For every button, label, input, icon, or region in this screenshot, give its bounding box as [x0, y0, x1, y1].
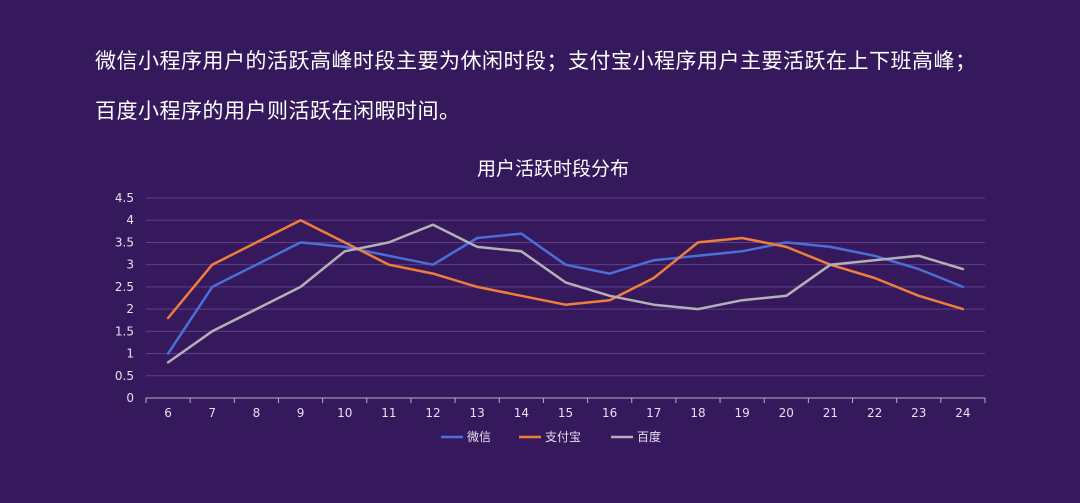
x-axis: 6 7 8 9 10 11 12 13 14 15 16 17 18 19 20 21 22 23 24: [145, 397, 986, 420]
x-tick-label: 15: [558, 406, 573, 420]
y-tick-label: 0.5: [115, 369, 134, 383]
headline-line-2: 百度小程序的用户则活跃在闲暇时间。: [95, 99, 461, 123]
x-tick-label: 8: [253, 406, 261, 420]
series-lines: [166, 218, 965, 364]
legend-label: 支付宝: [545, 430, 581, 444]
headline-line-1: 微信小程序用户的活跃高峰时段主要为休闲时段；支付宝小程序用户主要活跃在上下班高峰…: [95, 49, 977, 73]
x-tick-label: 20: [779, 406, 794, 420]
grid-lines: [146, 197, 985, 377]
chart-title: 用户活跃时段分布: [476, 158, 629, 180]
y-axis-ticks: 0 0.5 1 1.5 2 2.5 3 3.5 4 4.5: [115, 191, 134, 405]
legend: 微信 支付宝 百度: [441, 429, 661, 444]
x-tick-label: 24: [955, 406, 970, 420]
legend-item-1: 支付宝: [519, 430, 581, 444]
x-tick-label: 11: [381, 406, 396, 420]
y-tick-label: 4.5: [115, 191, 134, 205]
x-tick-label: 12: [425, 406, 440, 420]
series-line-2: [166, 223, 965, 364]
y-tick-label: 1.5: [115, 324, 134, 338]
x-tick-label: 19: [734, 406, 749, 420]
x-tick-label: 21: [823, 406, 838, 420]
legend-item-2: 百度: [611, 429, 661, 444]
legend-label: 百度: [637, 429, 661, 444]
legend-label: 微信: [467, 430, 491, 444]
x-tick-label: 13: [470, 406, 485, 420]
y-tick-label: 4: [126, 213, 134, 227]
y-tick-label: 3: [126, 258, 134, 272]
headline: 微信小程序用户的活跃高峰时段主要为休闲时段；支付宝小程序用户主要活跃在上下班高峰…: [95, 36, 1055, 136]
legend-item-0: 微信: [441, 430, 491, 444]
x-tick-label: 14: [514, 406, 529, 420]
x-tick-label: 9: [297, 406, 305, 420]
x-tick-label: 22: [867, 406, 882, 420]
x-tick-label: 10: [337, 406, 352, 420]
series-line-0: [166, 232, 965, 355]
y-tick-label: 2: [126, 302, 134, 316]
x-tick-label: 16: [602, 406, 617, 420]
x-tick-label: 17: [646, 406, 661, 420]
y-tick-label: 0: [126, 391, 134, 405]
y-tick-label: 3.5: [115, 235, 134, 249]
series-line-1: [166, 218, 965, 320]
x-tick-label: 6: [164, 406, 172, 420]
y-tick-label: 2.5: [115, 280, 134, 294]
x-tick-label: 18: [690, 406, 705, 420]
y-tick-label: 1: [126, 347, 134, 361]
x-tick-label: 7: [208, 406, 216, 420]
x-tick-label: 23: [911, 406, 926, 420]
